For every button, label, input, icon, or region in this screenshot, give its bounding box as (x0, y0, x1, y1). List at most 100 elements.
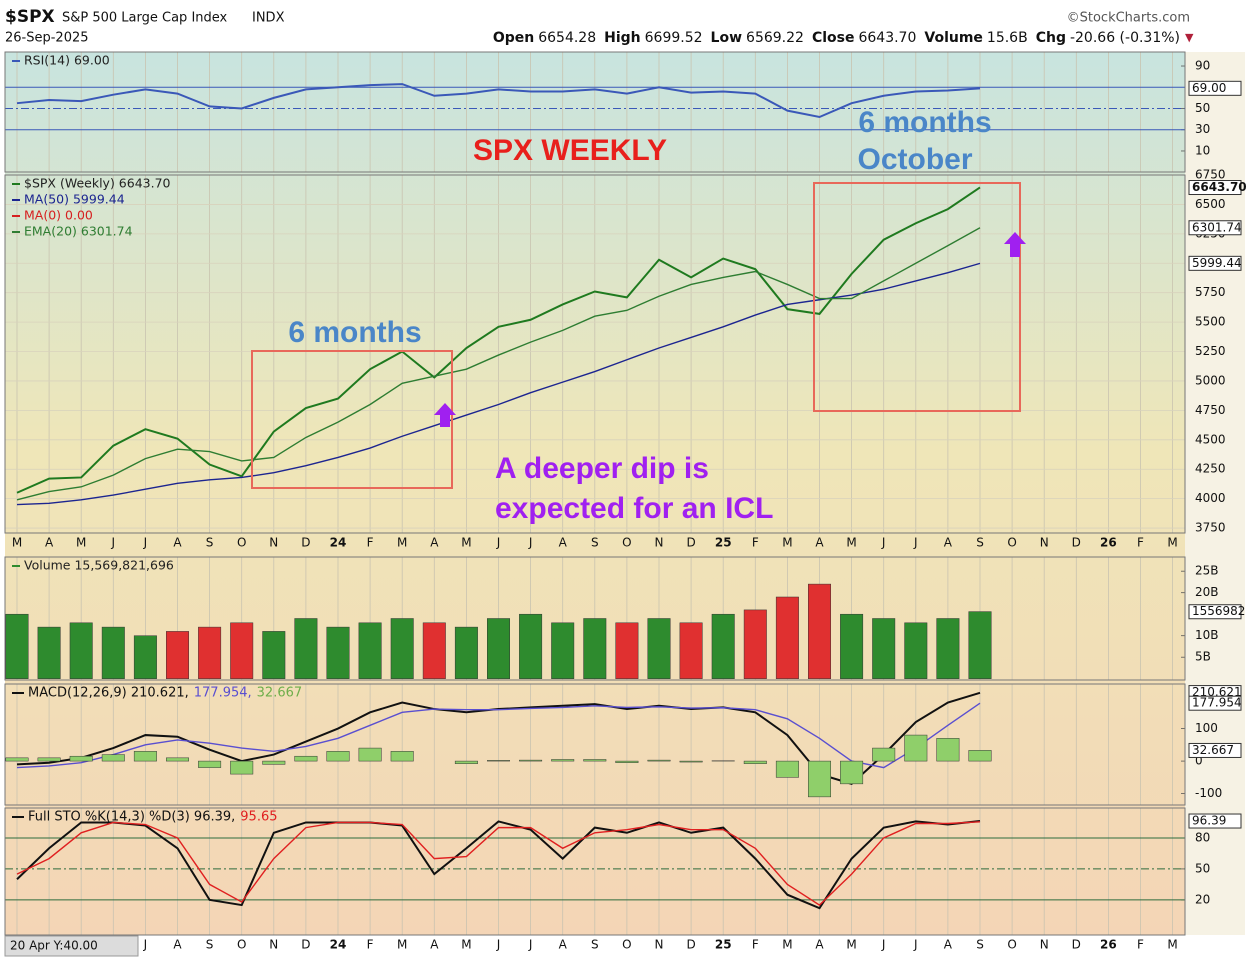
bar (615, 760, 639, 763)
x-tick-label: O (237, 938, 246, 952)
x-tick-label: M (1167, 536, 1177, 550)
x-tick-label: M (12, 536, 22, 550)
bar (647, 759, 671, 762)
annotation: SPX WEEKLY (473, 134, 667, 167)
value-tag-box (1188, 220, 1242, 236)
bar (840, 613, 864, 679)
x-tick-label: N (1040, 938, 1049, 952)
y-tick-label: 5500 (1195, 315, 1226, 329)
panel-frame (4, 174, 1186, 534)
bar (454, 626, 478, 679)
x-tick-label: J (496, 938, 501, 952)
symbol: $SPX (5, 7, 55, 27)
bar (133, 635, 157, 679)
y-tick-label: 50 (1195, 101, 1210, 115)
quote-label: High (604, 30, 641, 46)
x-tick-label: A (559, 938, 568, 952)
x-tick-label: 24 (330, 536, 347, 550)
x-tick-label: A (944, 938, 953, 952)
x-tick-label: S (976, 536, 984, 550)
legend-entry: $SPX (Weekly) 6643.70 (24, 176, 171, 191)
bar (936, 738, 960, 762)
bar (422, 622, 446, 679)
x-tick-label: M (461, 536, 471, 550)
value-tag: 5999.44 (1192, 256, 1242, 270)
bar (583, 759, 607, 762)
legend-entry: RSI(14) 69.00 (24, 53, 110, 68)
quote-value: 6569.22 (746, 30, 804, 46)
bar (968, 750, 992, 762)
legend-entry: 177.954, (194, 686, 252, 701)
bar (872, 747, 896, 762)
x-tick-label: M (782, 938, 792, 952)
bar (390, 751, 414, 762)
x-tick-label: J (913, 536, 918, 550)
bar (936, 618, 960, 679)
x-tick-label: N (269, 938, 278, 952)
bar (133, 751, 157, 762)
bar (5, 613, 29, 679)
date: 26-Sep-2025 (5, 31, 89, 46)
annotation: expected for an ICL (495, 492, 773, 525)
legend-entry: MA(0) 0.00 (24, 208, 93, 223)
x-tick-label: O (622, 536, 631, 550)
x-tick-label: D (1072, 938, 1081, 952)
bar (904, 734, 928, 762)
y-tick-label: -100 (1195, 786, 1222, 800)
bar (230, 760, 254, 775)
x-tick-label: F (367, 536, 374, 550)
bar (294, 755, 318, 762)
bar (679, 760, 703, 763)
y-tick-label: 5000 (1195, 373, 1226, 387)
y-tick-label: 6750 (1195, 168, 1226, 182)
legend-entry: MA(50) 5999.44 (24, 192, 125, 207)
bar (5, 757, 29, 762)
panel-frame (4, 683, 1186, 806)
bar (262, 760, 286, 765)
bar (743, 609, 767, 679)
down-triangle: ▼ (1185, 31, 1194, 44)
x-tick-label: A (559, 536, 568, 550)
bar (519, 613, 543, 679)
bar (968, 611, 992, 679)
value-tag-box (1188, 180, 1242, 196)
bar (904, 622, 928, 679)
series-line (16, 821, 981, 906)
bar (262, 631, 286, 679)
quote-label: Low (711, 30, 743, 46)
quote-value: 15.6B (987, 30, 1028, 46)
x-tick-label: M (846, 536, 856, 550)
x-tick-label: M (76, 536, 86, 550)
bar (69, 622, 93, 679)
x-tick-label: S (591, 938, 599, 952)
y-tick-label: 5250 (1195, 344, 1226, 358)
bar (358, 622, 382, 679)
x-tick-label: S (206, 536, 214, 550)
x-tick-label: J (881, 536, 886, 550)
x-tick-label: 26 (1100, 536, 1117, 550)
value-tag: 1556982 (1192, 604, 1245, 618)
bar (198, 760, 222, 768)
x-tick-label: F (752, 938, 759, 952)
x-tick-label: A (944, 536, 953, 550)
x-tick-label: F (1137, 536, 1144, 550)
x-tick-label: D (686, 536, 695, 550)
bar (840, 760, 864, 785)
tooltip: 20 Apr Y:40.00 (10, 939, 98, 953)
x-tick-label: 24 (330, 938, 347, 952)
x-tick-label: J (913, 938, 918, 952)
x-tick-label: O (1007, 938, 1016, 952)
x-tick-label: O (237, 536, 246, 550)
value-tag: 32.667 (1192, 743, 1234, 757)
y-tick-label: 30 (1195, 122, 1210, 136)
series-line (16, 227, 981, 501)
bar (230, 622, 254, 679)
x-tick-label: S (591, 536, 599, 550)
series-line (16, 820, 981, 910)
x-tick-label: J (528, 938, 533, 952)
x-tick-label: D (1072, 536, 1081, 550)
bar (743, 760, 767, 764)
quote: Open 6654.28 High 6699.52 Low 6569.22 Close 664… (493, 30, 1180, 46)
bar (390, 618, 414, 679)
